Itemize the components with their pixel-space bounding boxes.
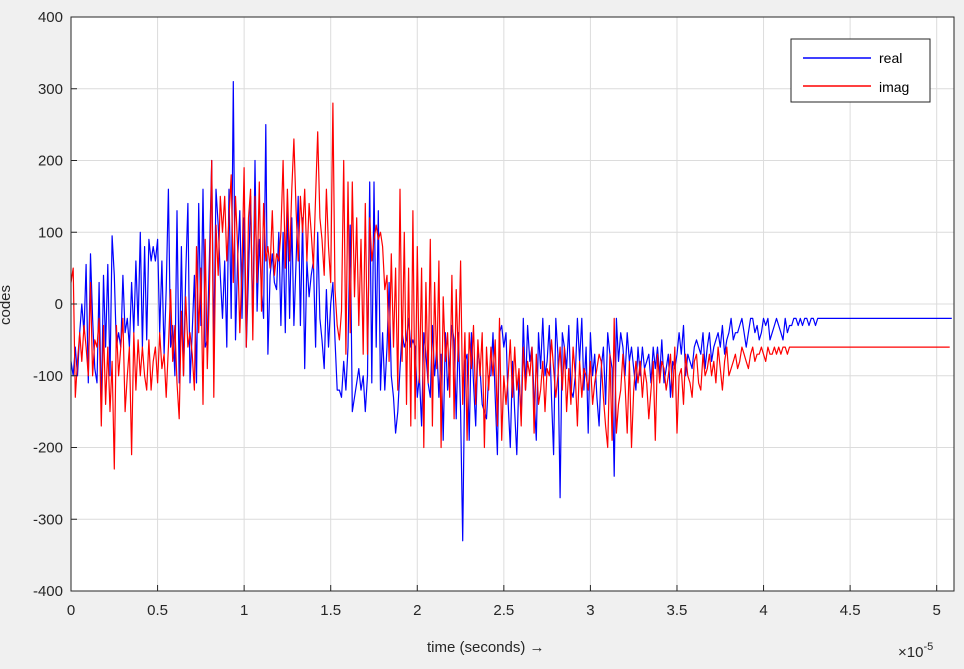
y-tick-label: -100 [33, 368, 63, 385]
legend-label-imag: imag [879, 79, 909, 95]
legend: real imag [790, 38, 931, 103]
series-layer [70, 80, 952, 542]
y-tick-label: -400 [33, 583, 63, 600]
x-tick-label: 0 [67, 602, 75, 619]
x-tick-label: 2.5 [493, 602, 514, 619]
legend-box [790, 38, 931, 103]
x-tick-label: 0.5 [147, 602, 168, 619]
x-axis-ticks: 0 0.5 1 1.5 2 2.5 3 3.5 4 4.5 5 [67, 585, 941, 619]
x-tick-label: 1 [240, 602, 248, 619]
y-tick-label: 0 [55, 296, 63, 313]
x-tick-label: 2 [413, 602, 421, 619]
x-tick-label: 1.5 [320, 602, 341, 619]
x-exponent-label: ×10-5 [898, 641, 933, 661]
x-tick-label: 4 [759, 602, 767, 619]
x-tick-label: 3 [586, 602, 594, 619]
series-line-real [70, 80, 952, 542]
y-tick-label: 100 [38, 224, 63, 241]
y-tick-label: 200 [38, 153, 63, 170]
y-tick-label: -300 [33, 511, 63, 528]
y-tick-label: 400 [38, 9, 63, 26]
y-axis-ticks: -400 -300 -200 -100 0 100 200 300 400 [33, 9, 77, 600]
x-tick-label: 5 [933, 602, 941, 619]
y-axis-label: codes [0, 285, 14, 325]
y-tick-label: 300 [38, 81, 63, 98]
legend-label-real: real [879, 50, 902, 66]
series-line-imag [70, 102, 950, 470]
x-axis-label: time (seconds) → [427, 639, 545, 656]
x-tick-label: 4.5 [840, 602, 861, 619]
x-tick-label: 3.5 [667, 602, 688, 619]
y-tick-label: -200 [33, 440, 63, 457]
